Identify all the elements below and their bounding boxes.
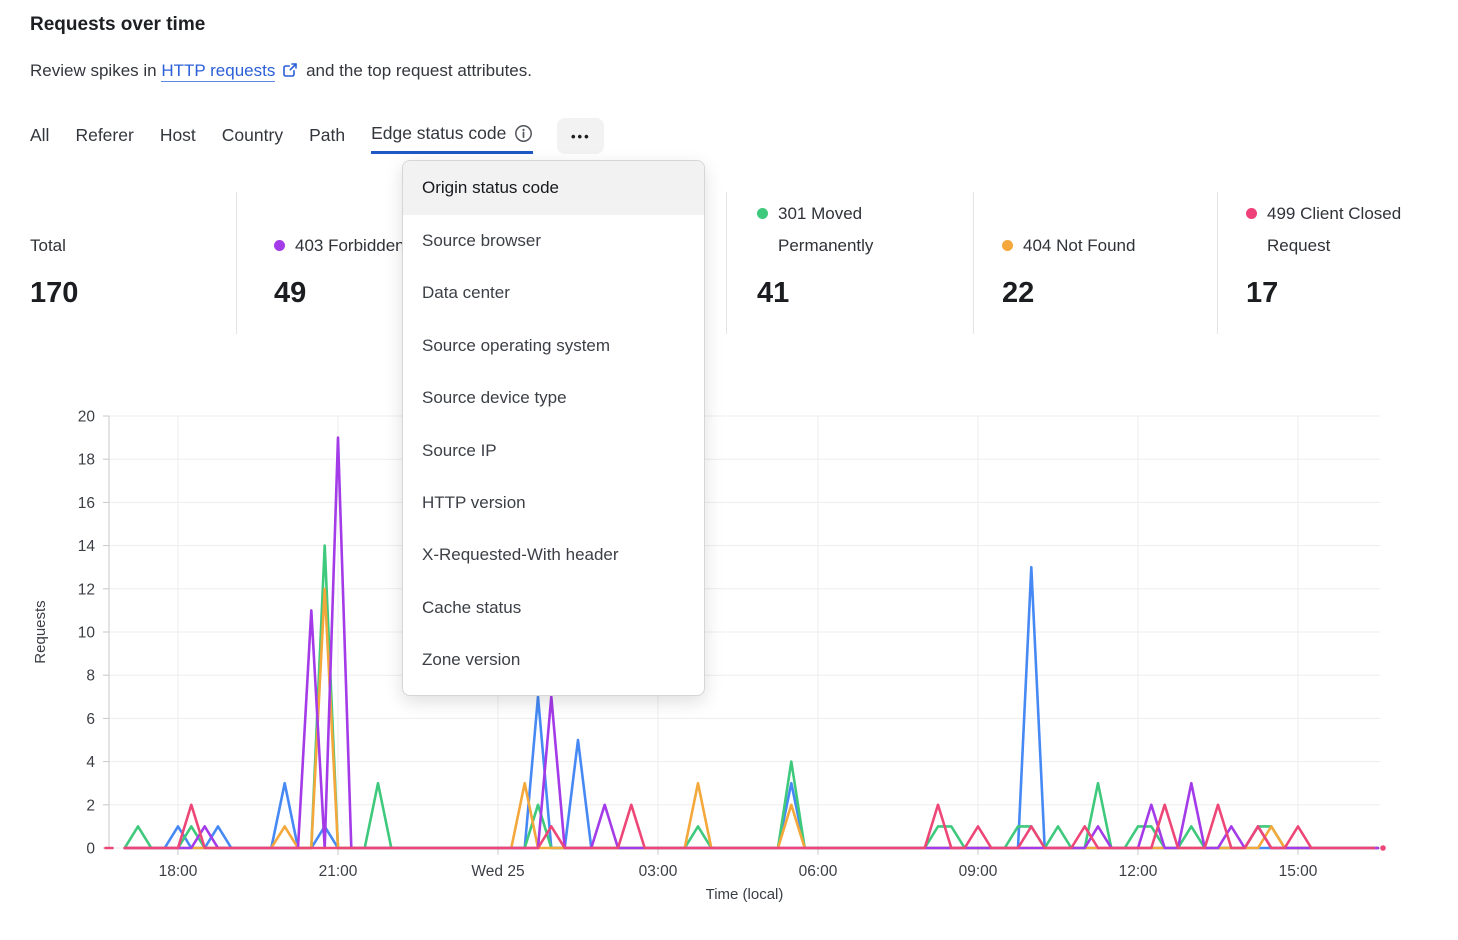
stat-label: 499 Client Closed Request	[1267, 204, 1402, 255]
y-tick-label: 4	[86, 754, 95, 771]
legend-dot	[1002, 240, 1013, 251]
legend-dot	[757, 208, 768, 219]
menu-item-data-center[interactable]: Data center	[422, 283, 510, 303]
tab-label: All	[30, 124, 50, 145]
menu-item-source-ip[interactable]: Source IP	[422, 440, 497, 460]
menu-item-http-version[interactable]: HTTP version	[422, 492, 526, 512]
tab-label: Referer	[75, 124, 134, 145]
subtitle: Review spikes in HTTP requests and the t…	[30, 61, 532, 82]
stat-value: 41	[757, 277, 790, 309]
info-icon[interactable]	[514, 124, 533, 143]
stat-legend-total[interactable]: Total	[30, 230, 66, 262]
stat-404-not-found: 404 Not Found 22	[973, 192, 1217, 334]
stat-total: Total 170	[0, 192, 236, 334]
y-tick-label: 10	[78, 625, 96, 642]
menu-item-source-operating-system[interactable]: Source operating system	[422, 335, 611, 355]
x-tick-label: 06:00	[799, 863, 838, 880]
more-tabs-button[interactable]: •••	[557, 118, 605, 154]
latest-point-dot	[1380, 845, 1386, 851]
page-title: Requests over time	[30, 14, 206, 35]
requests-chart[interactable]: 0 2 4 6 8 10 12 14 16 18 20 18:00 21:00 Wed 25 03:00 06…	[0, 390, 1458, 920]
external-link-icon	[283, 63, 298, 77]
y-tick-label: 2	[86, 797, 95, 814]
x-tick-label: 03:00	[639, 863, 678, 880]
series-line-403-forbidden	[123, 436, 1380, 850]
y-tick-label: 8	[86, 668, 95, 685]
stat-499-client-closed-request: 499 Client Closed Request 17	[1217, 192, 1458, 334]
tab-label: Edge status code	[371, 123, 507, 143]
y-tick-label: 20	[78, 409, 96, 426]
stat-value: 49	[274, 277, 307, 309]
x-tick-label: 15:00	[1279, 863, 1318, 880]
tab-label: Country	[221, 124, 284, 145]
stat-legend-404-not-found[interactable]: 404 Not Found	[1002, 230, 1135, 262]
menu-item-x-requested-with-header[interactable]: X-Requested-With header	[422, 545, 619, 565]
y-tick-label: 16	[78, 495, 95, 512]
subtitle-prefix: Review spikes in	[30, 61, 157, 80]
y-tick-label: 14	[78, 538, 96, 555]
series-line-499-client-closed-request	[123, 803, 1376, 850]
menu-item-source-device-type[interactable]: Source device type	[422, 388, 567, 408]
menu-item-origin-status-code[interactable]: Origin status code	[403, 161, 704, 215]
y-tick-label: 6	[86, 711, 95, 728]
stat-label: 403 Forbidden	[295, 236, 405, 255]
legend-dot	[274, 240, 285, 251]
stat-301-moved-permanently: 301 Moved Permanently 41	[726, 192, 973, 334]
tab-all[interactable]: All	[30, 121, 49, 154]
stat-value: 17	[1246, 277, 1279, 309]
y-tick-label: 12	[78, 581, 95, 598]
stat-label: 301 Moved Permanently	[778, 204, 874, 255]
x-axis-title: Time (local)	[706, 886, 784, 903]
attribute-dropdown-menu: Origin status code Source browser Data cen…	[402, 160, 705, 696]
stat-value: 170	[30, 277, 79, 309]
subtitle-suffix: and the top request attributes.	[306, 61, 532, 80]
x-tick-label: 12:00	[1119, 863, 1158, 880]
stat-legend-403-forbidden[interactable]: 403 Forbidden	[274, 230, 405, 262]
x-tick-label: 21:00	[319, 863, 358, 880]
menu-item-cache-status[interactable]: Cache status	[422, 597, 522, 617]
tab-edge-status-code[interactable]: Edge status code	[371, 121, 534, 154]
x-tick-label: 09:00	[959, 863, 998, 880]
attribute-tab-bar: All Referer Host Country Path Edge status cod…	[30, 118, 605, 154]
stat-legend-499-client-closed-request[interactable]: 499 Client Closed Request	[1246, 198, 1417, 262]
tab-host[interactable]: Host	[160, 121, 196, 154]
tab-country[interactable]: Country	[222, 121, 283, 154]
x-tick-label: 18:00	[159, 863, 198, 880]
menu-item-zone-version[interactable]: Zone version	[422, 650, 521, 670]
stat-label: 404 Not Found	[1023, 236, 1136, 255]
http-requests-link[interactable]: HTTP requests	[161, 61, 276, 82]
stats-row: Total 170 403 Forbidden 49 301 Moved Permane…	[0, 192, 1458, 334]
stat-value: 22	[1002, 277, 1035, 309]
y-axis-title: Requests	[32, 600, 49, 663]
x-tick-label: Wed 25	[471, 863, 524, 880]
y-tick-label: 0	[86, 841, 95, 858]
tab-path[interactable]: Path	[309, 121, 345, 154]
legend-dot	[1246, 208, 1257, 219]
tab-label: Host	[159, 124, 196, 145]
menu-item-source-browser[interactable]: Source browser	[422, 231, 542, 250]
tab-referer[interactable]: Referer	[75, 121, 133, 154]
stat-label: Total	[30, 236, 66, 255]
y-tick-label: 18	[78, 452, 95, 469]
tab-label: Path	[309, 124, 346, 145]
stat-legend-301-moved-permanently[interactable]: 301 Moved Permanently	[757, 198, 898, 262]
stat-403-forbidden: 403 Forbidden 49	[236, 192, 726, 334]
